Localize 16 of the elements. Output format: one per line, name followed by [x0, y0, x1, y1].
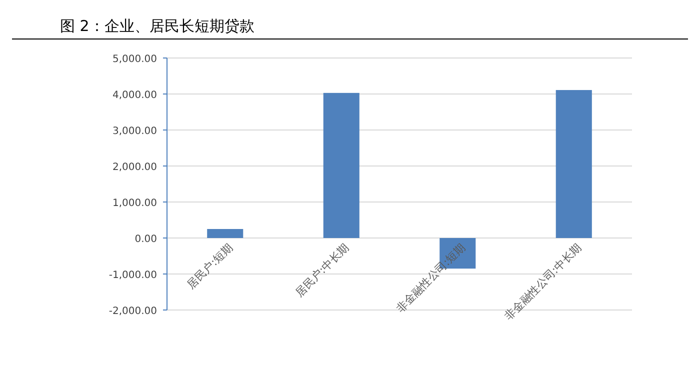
y-tick-label: 0.00 — [134, 234, 157, 245]
bar — [556, 90, 592, 238]
y-tick-label: 4,000.00 — [112, 90, 157, 101]
y-tick-label: -1,000.00 — [108, 270, 157, 281]
bar — [207, 229, 244, 238]
x-tick-label: 居民户:中长期 — [293, 240, 352, 300]
x-tick-label: 居民户:短期 — [184, 240, 236, 292]
x-tick-label: 非金融性公司:中长期 — [502, 240, 584, 323]
x-tick-label: 非金融性公司:短期 — [394, 240, 468, 315]
chart-title: 图 2：企业、居民长短期贷款 — [60, 17, 254, 35]
bar — [323, 92, 360, 238]
y-tick-label: 1,000.00 — [112, 198, 157, 209]
y-tick-label: 2,000.00 — [112, 162, 157, 173]
y-tick-label: -2,000.00 — [108, 306, 157, 317]
y-tick-label: 5,000.00 — [112, 54, 157, 65]
y-tick-label: 3,000.00 — [112, 126, 157, 137]
